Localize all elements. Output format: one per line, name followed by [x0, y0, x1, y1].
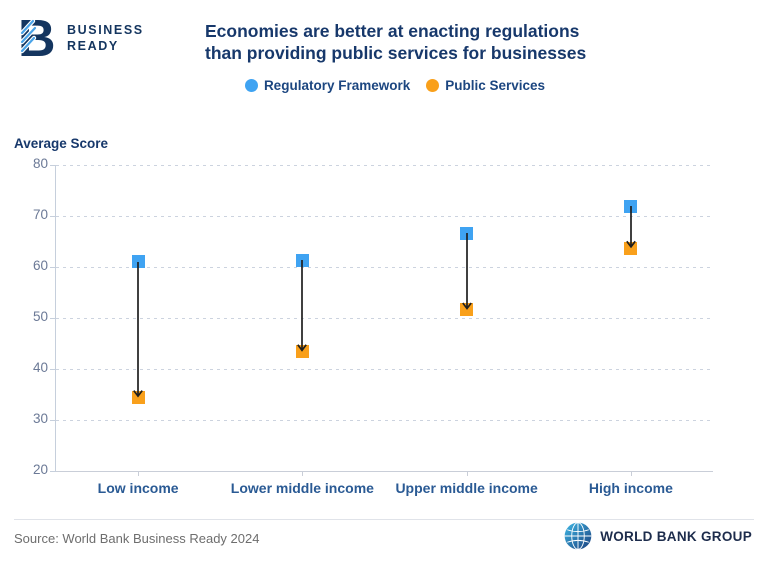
legend-dot-regulatory-icon	[244, 79, 258, 92]
y-axis-tick-label: 70	[32, 207, 48, 222]
brand-line-2: READY	[67, 39, 119, 53]
legend-item-public-services: Public Services	[426, 78, 545, 93]
gridline	[56, 368, 713, 370]
source-note: Source: World Bank Business Ready 2024	[14, 531, 260, 546]
chart-title-line-1: Economies are better at enacting regulat…	[205, 21, 580, 41]
legend-label-regulatory: Regulatory Framework	[263, 78, 411, 93]
y-axis-tick-label: 40	[32, 360, 48, 375]
x-category-label: Low income	[97, 480, 179, 496]
gridline	[56, 215, 713, 217]
legend-item-regulatory-framework: Regulatory Framework	[244, 78, 411, 93]
world-bank-wordmark: WORLD BANK GROUP	[600, 528, 752, 544]
x-category-label: Lower middle income	[230, 480, 374, 496]
y-axis-tick	[50, 165, 56, 166]
chart-title: Economies are better at enacting regulat…	[205, 20, 615, 65]
x-category-label: High income	[588, 480, 673, 496]
x-axis-tick	[466, 471, 468, 476]
legend-dot-public-services-icon	[426, 79, 440, 92]
decrease-arrow	[461, 233, 472, 311]
gridline	[56, 317, 713, 319]
x-category-label: Upper middle income	[395, 480, 538, 496]
plot-area: 20 30 40 50 60 70 80 Low income Lower middle inc…	[33, 156, 713, 496]
y-axis-title: Average Score	[14, 136, 109, 151]
gridline	[56, 164, 713, 166]
y-axis-tick-label: 50	[32, 309, 48, 324]
business-ready-logo: B BUSINESS READY	[18, 16, 144, 60]
y-axis-tick-label: 20	[32, 462, 48, 477]
x-axis-tick	[302, 471, 304, 476]
legend-label-public-services: Public Services	[445, 78, 546, 93]
y-axis-tick-label: 30	[32, 411, 48, 426]
chart-title-line-2: than providing public services for busin…	[205, 43, 587, 64]
footer-divider	[14, 519, 754, 520]
world-bank-group-logo: WORLD BANK GROUP	[563, 521, 752, 551]
x-axis-tick	[630, 471, 632, 476]
business-ready-b-icon: B	[18, 16, 56, 60]
business-ready-wordmark: BUSINESS READY	[67, 22, 144, 55]
y-axis-tick	[50, 471, 56, 472]
brand-line-1: BUSINESS	[67, 22, 144, 37]
world-bank-globe-icon	[564, 522, 592, 550]
y-axis-tick	[50, 420, 56, 421]
y-axis-tick	[50, 318, 56, 319]
x-axis-tick	[138, 471, 140, 476]
y-axis-tick	[50, 369, 56, 370]
decrease-arrow	[625, 206, 636, 249]
decrease-arrow	[133, 261, 144, 398]
decrease-arrow	[297, 260, 308, 353]
y-axis-tick	[50, 216, 56, 217]
gridline	[56, 419, 713, 421]
gridline	[56, 266, 713, 268]
y-axis-tick-label: 60	[32, 258, 48, 273]
chart-legend: Regulatory Framework Public Services	[205, 78, 585, 93]
y-axis-tick	[50, 267, 56, 268]
y-axis-tick-label: 80	[32, 156, 48, 171]
